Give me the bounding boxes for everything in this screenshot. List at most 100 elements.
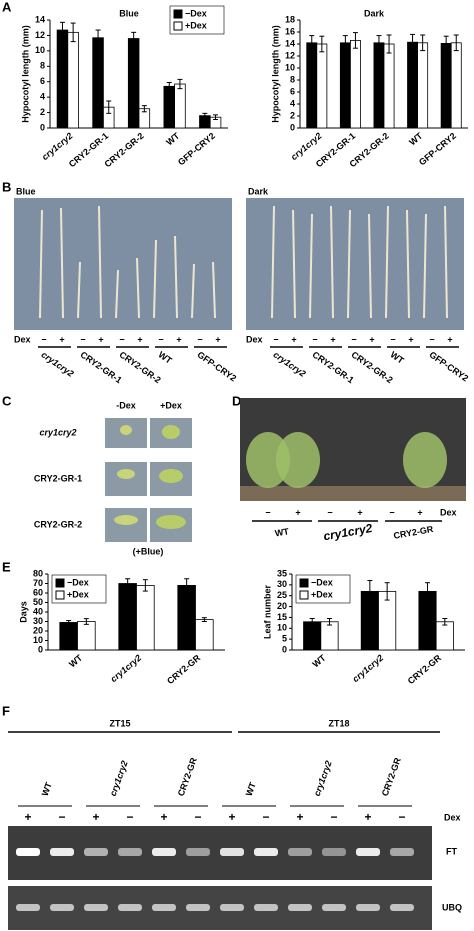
error-bar [367, 580, 373, 603]
sign: − [119, 334, 124, 344]
y-tick-label: 4 [40, 92, 45, 102]
error-bar [309, 618, 315, 626]
sign: + [295, 507, 300, 517]
y-tick-label: 80 [33, 568, 43, 578]
y-axis-label: Days [18, 601, 28, 623]
ground [240, 486, 466, 501]
sign: − [80, 334, 85, 344]
x-tick-label: WT [407, 130, 425, 147]
y-axis-label: Hypocotyl length (mm) [20, 25, 30, 123]
sign: + [98, 334, 103, 344]
seedling [271, 205, 275, 319]
genotype-label: WT [388, 349, 406, 366]
legend-label: −Dex [311, 577, 333, 587]
bar [383, 43, 395, 129]
genotype-label: cry1cry2 [39, 349, 75, 378]
sign: − [194, 810, 201, 824]
error-bar [142, 579, 148, 592]
bar [440, 43, 452, 129]
sign: − [58, 810, 65, 824]
bar [118, 583, 137, 651]
sign: + [330, 334, 335, 344]
genotype-label: CRY2-GR-2 [117, 349, 162, 385]
x-tick-label: cry1cry2 [109, 653, 144, 684]
genotype-label: WT [274, 526, 290, 538]
bar [320, 621, 339, 651]
error-bar [309, 35, 315, 51]
x-tick-label: cry1cry2 [40, 131, 75, 162]
legend-label: +Dex [185, 20, 207, 30]
bar [339, 42, 351, 129]
band [84, 904, 108, 911]
panel-label: F [2, 703, 10, 718]
x-tick-label: WT [67, 652, 85, 669]
error-bar [319, 35, 325, 53]
genotype-label: GFP-CRY2 [427, 349, 470, 383]
x-tick-label: CRY2-GR-2 [102, 131, 145, 170]
seedling [115, 269, 119, 319]
plant [276, 432, 320, 488]
seedling [368, 213, 372, 319]
seedling [114, 515, 138, 525]
y-tick-label: 70 [33, 578, 43, 588]
genotype-label: cry1cry2 [322, 521, 373, 543]
bar [316, 43, 328, 129]
sign: − [390, 334, 395, 344]
band [50, 904, 74, 911]
error-bar [141, 105, 147, 113]
seedling [117, 469, 135, 479]
sign: − [398, 810, 405, 824]
bar [450, 42, 462, 129]
legend-swatch [55, 590, 65, 600]
bar [92, 37, 104, 129]
y-tick-label: 10 [277, 623, 287, 633]
sign: + [228, 810, 235, 824]
error-bar [342, 35, 348, 51]
error-bar [410, 33, 416, 51]
error-bar [201, 617, 207, 622]
y-tick-label: 0 [290, 122, 295, 132]
y-tick-label: 20 [33, 625, 43, 635]
error-bar [352, 32, 358, 49]
y-tick-label: 6 [40, 76, 45, 86]
band [220, 904, 244, 911]
row-label: CRY2-GR-2 [34, 519, 82, 529]
y-tick-label: 0 [38, 644, 43, 654]
panel-label: C [2, 393, 12, 408]
error-bar [376, 35, 382, 51]
note: (+Blue) [133, 546, 164, 556]
treatment-label: Dex [440, 507, 457, 517]
sign: + [357, 507, 362, 517]
band [288, 848, 312, 856]
y-tick-label: 25 [277, 590, 287, 600]
legend-swatch [299, 578, 309, 588]
sign: − [312, 334, 317, 344]
genotype-label: WT [156, 349, 174, 366]
y-tick-label: 15 [277, 612, 287, 622]
y-tick-label: 12 [35, 30, 45, 40]
genotype-label: WT [40, 780, 54, 797]
panel-label: D [232, 393, 241, 408]
seedling [309, 213, 313, 319]
row-label: CRY2-GR-1 [34, 473, 82, 483]
genotype-label: WT [244, 780, 258, 797]
y-tick-label: 10 [285, 62, 295, 72]
y-tick-label: 0 [282, 644, 287, 654]
x-tick-label: GFP-CRY2 [417, 131, 458, 168]
legend-label: −Dex [67, 577, 89, 587]
error-bar [453, 34, 459, 52]
band [322, 904, 346, 911]
genotype-label: CRY2-GR [176, 756, 199, 798]
legend-swatch [55, 578, 65, 588]
seedling [60, 207, 64, 319]
legend-swatch [173, 9, 183, 19]
y-axis-label: Hypocotyl length (mm) [270, 25, 280, 123]
sign: − [330, 810, 337, 824]
sign: − [327, 507, 332, 517]
sign: + [296, 810, 303, 824]
bar [163, 85, 175, 129]
sign: − [262, 810, 269, 824]
y-tick-label: 35 [277, 568, 287, 578]
seedling [292, 209, 296, 319]
